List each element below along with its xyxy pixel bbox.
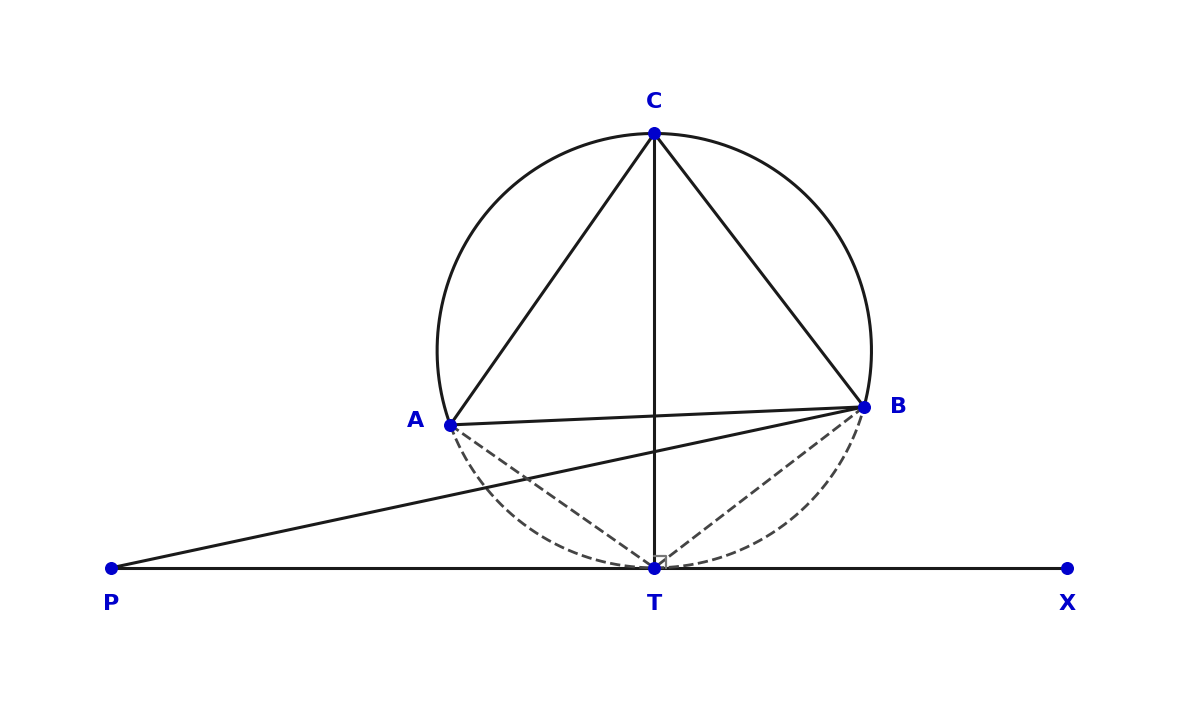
Point bbox=[644, 128, 664, 140]
Text: P: P bbox=[103, 594, 120, 614]
Text: B: B bbox=[890, 397, 907, 417]
Text: T: T bbox=[647, 594, 662, 614]
Text: C: C bbox=[646, 92, 662, 112]
Point bbox=[644, 562, 664, 573]
Text: X: X bbox=[1058, 594, 1075, 614]
Point bbox=[854, 401, 874, 413]
Point bbox=[1057, 562, 1076, 573]
Point bbox=[102, 562, 121, 573]
Point bbox=[440, 419, 460, 431]
Text: A: A bbox=[407, 411, 424, 431]
